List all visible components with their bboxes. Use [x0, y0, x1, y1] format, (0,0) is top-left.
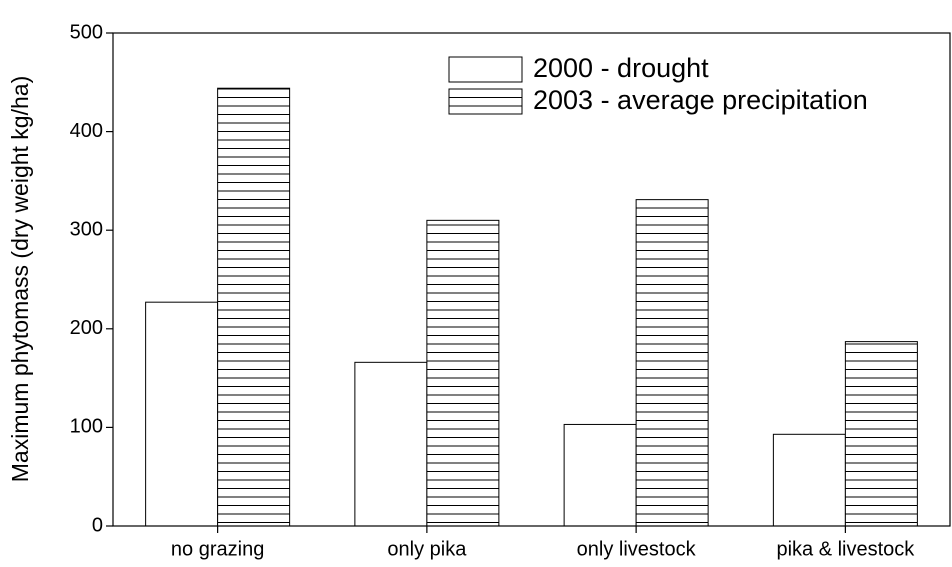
x-tick-label: pika & livestock [776, 538, 915, 560]
bar [635, 199, 709, 527]
y-tick-label: 100 [70, 416, 103, 438]
bar [772, 433, 846, 527]
legend-swatch [448, 88, 523, 115]
y-tick-label: 400 [70, 120, 103, 142]
y-tick-label: 500 [70, 21, 103, 43]
x-tick-label: only pika [387, 538, 467, 560]
y-tick-label: 0 [92, 514, 103, 536]
plot-frame [112, 32, 951, 527]
legend-swatch [448, 56, 523, 83]
bar [354, 361, 428, 527]
legend-label: 2000 - drought [533, 53, 709, 83]
bar [844, 341, 918, 527]
bar [145, 301, 219, 527]
x-tick-label: no grazing [171, 538, 264, 560]
y-tick-label: 300 [70, 218, 103, 240]
y-axis-label: Maximum phytomass (dry weight kg/ha) [7, 76, 33, 482]
bar [563, 423, 637, 527]
legend-label: 2003 - average precipitation [533, 85, 868, 115]
bar [426, 219, 500, 527]
x-tick-label: only livestock [577, 538, 697, 560]
bar [217, 87, 291, 527]
y-tick-label: 200 [70, 317, 103, 339]
